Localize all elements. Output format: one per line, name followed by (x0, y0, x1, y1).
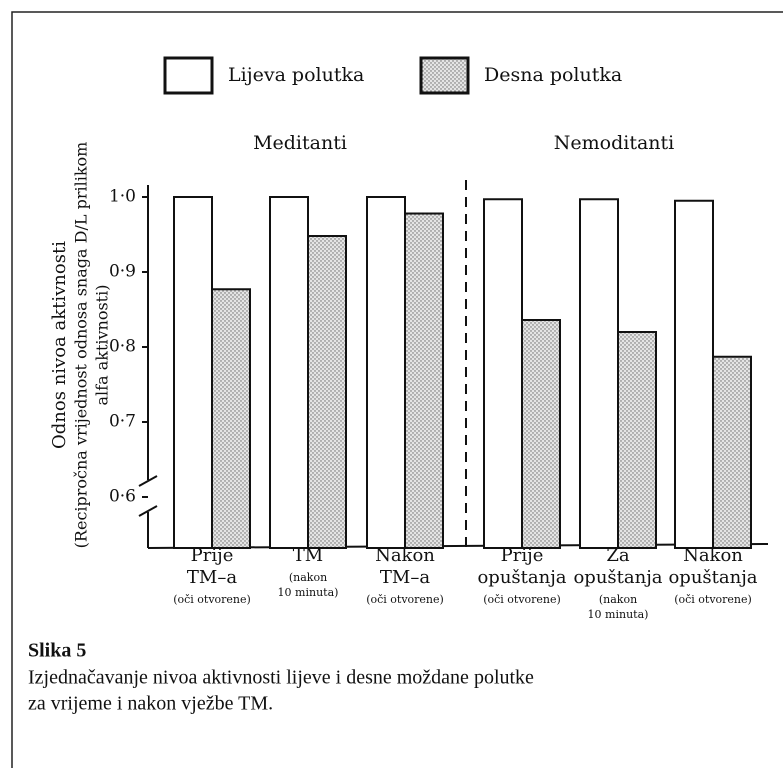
x-tick-label: opuštanja (477, 567, 566, 588)
bar (579, 198, 619, 549)
axis-break (138, 505, 158, 517)
x-tick-label: Prije (191, 545, 234, 566)
y-tick-label: 1·0 (109, 187, 136, 207)
x-tick-label: Nakon (375, 545, 435, 566)
x-tick-label: (nakon (599, 593, 637, 606)
group-label: Meditanti (253, 132, 347, 154)
y-axis-label: alfa aktivnosti) (93, 285, 112, 406)
bar (674, 199, 714, 549)
x-tick-label: Prije (501, 545, 544, 566)
group-label: Nemoditanti (554, 132, 674, 154)
legend-label: Desna polutka (484, 64, 622, 86)
bar (211, 288, 251, 549)
y-axis-label: (Recipročna vrijednost odnosa snaga D/L … (72, 142, 91, 549)
bar (617, 331, 657, 549)
x-tick-label: 10 minuta) (278, 586, 339, 599)
legend-swatch (419, 56, 470, 95)
x-tick-label: TM–a (380, 567, 430, 588)
x-tick-label: TM (293, 545, 323, 566)
y-tick-label: 0·6 (109, 487, 136, 507)
legend-swatch (163, 56, 214, 95)
bar (307, 235, 347, 549)
axis-break (138, 475, 158, 487)
bar (269, 196, 309, 549)
x-tick-label: (oči otvorene) (366, 593, 444, 606)
x-tick-label: (oči otvorene) (173, 593, 251, 606)
y-tick-label: 0·8 (109, 337, 136, 357)
y-tick-label: 0·7 (109, 412, 136, 432)
caption-line: Izjednačavanje nivoa aktivnosti lijeve i… (28, 667, 534, 689)
x-tick-label: (nakon (289, 571, 327, 584)
frame (11, 11, 783, 772)
y-axis-label: Odnos nivoa aktivnosti (49, 241, 70, 449)
bar (404, 212, 444, 549)
x-tick-label: opuštanja (573, 567, 662, 588)
y-tick-label: 0·9 (109, 262, 136, 282)
legend-label: Lijeva polutka (228, 64, 364, 86)
bar (173, 196, 213, 549)
caption-title: Slika 5 (28, 640, 86, 662)
x-tick-label: opuštanja (668, 567, 757, 588)
caption-line: za vrijeme i nakon vježbe TM. (28, 693, 273, 715)
x-tick-label: (oči otvorene) (674, 593, 752, 606)
x-tick-label: Nakon (683, 545, 743, 566)
bar (366, 196, 406, 549)
bar (712, 355, 752, 549)
x-tick-label: TM–a (187, 567, 237, 588)
bar (483, 198, 523, 549)
x-tick-label: (oči otvorene) (483, 593, 561, 606)
x-axis (147, 543, 769, 549)
x-tick-label: Za (606, 545, 630, 566)
x-tick-label: 10 minuta) (588, 608, 649, 621)
bar (521, 319, 561, 549)
